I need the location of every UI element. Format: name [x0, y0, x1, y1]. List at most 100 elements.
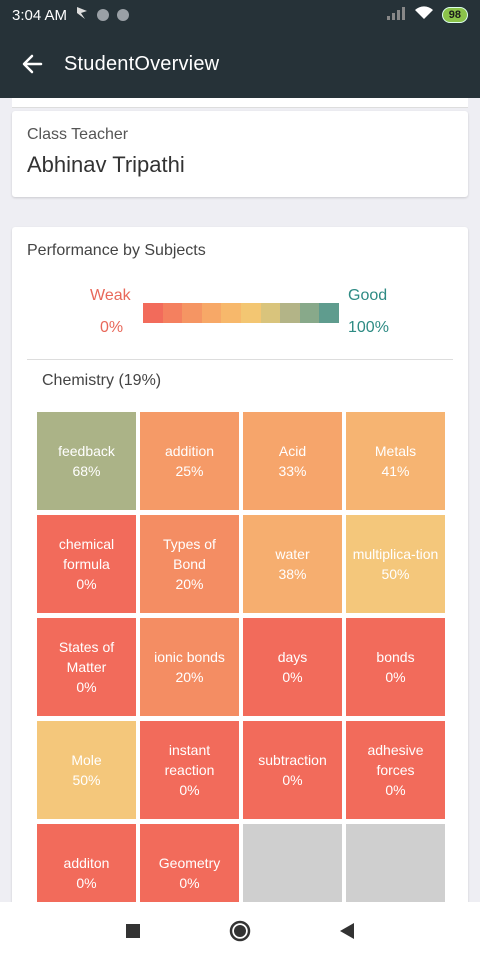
- topic-tile[interactable]: States of Matter 0%: [37, 618, 136, 716]
- notification-dot-icon: [117, 9, 130, 21]
- legend-good-label: Good: [348, 287, 388, 304]
- arrow-left-icon: [22, 54, 43, 74]
- performance-title: Performance by Subjects: [27, 242, 206, 259]
- topic-name: Types of Bond: [163, 536, 216, 572]
- topic-percent: 0%: [385, 669, 406, 685]
- previous-card-edge: [12, 98, 468, 108]
- legend-good-percent: 100%: [348, 319, 389, 336]
- legend-weak-label: Weak: [90, 287, 131, 304]
- topic-tile[interactable]: multiplica-tion 50%: [346, 515, 445, 613]
- topic-tile[interactable]: Types of Bond 20%: [140, 515, 239, 613]
- notification-flag-icon: [75, 6, 89, 24]
- status-bar: 3:04 AM 98: [0, 0, 480, 30]
- topic-tile[interactable]: adhesive forces 0%: [346, 721, 445, 819]
- legend-color-swatch: [143, 303, 163, 323]
- subject-title: Chemistry (19%): [42, 372, 162, 389]
- topic-name: Metals: [374, 443, 417, 459]
- topic-name: water: [275, 546, 310, 562]
- class-teacher-label: Class Teacher: [27, 126, 129, 143]
- topic-percent: 50%: [381, 566, 410, 582]
- legend-color-swatch: [182, 303, 202, 323]
- circle-icon: [229, 920, 251, 942]
- topic-percent: 0%: [282, 669, 303, 685]
- legend-color-swatch: [201, 303, 222, 323]
- notification-dot-icon: [97, 9, 110, 21]
- performance-card: Performance by Subjects Weak 0% Good 100…: [12, 227, 468, 902]
- legend-color-swatch: [260, 303, 281, 323]
- topic-tile[interactable]: addition 25%: [140, 412, 239, 510]
- topic-percent: 38%: [278, 566, 307, 582]
- legend-weak-percent: 0%: [100, 319, 124, 336]
- divider: [27, 359, 453, 360]
- topic-tile[interactable]: Geometry 0%: [140, 824, 239, 902]
- topic-percent: 0%: [179, 875, 200, 891]
- class-teacher-card: Class Teacher Abhinav Tripathi: [12, 111, 468, 197]
- legend-color-swatch: [280, 303, 300, 323]
- legend-color-swatch: [162, 303, 183, 323]
- topic-name: instant reaction: [164, 742, 215, 778]
- topic-name: subtraction: [258, 752, 327, 768]
- topic-percent: 41%: [381, 463, 410, 479]
- nav-back-button[interactable]: [327, 911, 367, 951]
- triangle-back-icon: [339, 923, 354, 939]
- battery-icon: 98: [441, 7, 468, 23]
- topic-name: days: [277, 649, 308, 665]
- topic-tile[interactable]: instant reaction 0%: [140, 721, 239, 819]
- topic-percent: 33%: [278, 463, 307, 479]
- topic-percent: 25%: [175, 463, 204, 479]
- topic-percent: 0%: [282, 772, 303, 788]
- topic-tile[interactable]: chemical formula 0%: [37, 515, 136, 613]
- legend-color-swatch: [240, 303, 261, 323]
- topic-heatmap-grid: feedback 68% addition 25% Acid 33% Metals 41% ch…: [37, 412, 445, 902]
- topic-tile-empty: [243, 824, 342, 902]
- back-button[interactable]: [0, 30, 64, 98]
- system-nav-bar: [0, 902, 480, 960]
- topic-name: Mole: [71, 752, 102, 768]
- topic-name: bonds: [376, 649, 415, 665]
- topic-name: addition: [164, 443, 215, 459]
- topic-name: multiplica-tion: [352, 546, 439, 562]
- topic-percent: 68%: [72, 463, 101, 479]
- topic-percent: 0%: [76, 679, 97, 695]
- topic-percent: 20%: [175, 576, 204, 592]
- legend-color-scale: [143, 303, 339, 323]
- topic-name: Geometry: [158, 855, 221, 871]
- topic-tile[interactable]: Metals 41%: [346, 412, 445, 510]
- scroll-content[interactable]: Class Teacher Abhinav Tripathi Performan…: [0, 98, 480, 902]
- status-time: 3:04 AM: [12, 6, 68, 24]
- topic-percent: 0%: [76, 875, 97, 891]
- app-bar: StudentOverview: [0, 30, 480, 98]
- topic-percent: 50%: [72, 772, 101, 788]
- topic-tile-empty: [346, 824, 445, 902]
- topic-percent: 0%: [179, 782, 200, 798]
- topic-percent: 20%: [175, 669, 204, 685]
- topic-name: Acid: [278, 443, 307, 459]
- topic-name: ionic bonds: [154, 649, 225, 665]
- topic-tile[interactable]: Acid 33%: [243, 412, 342, 510]
- topic-tile[interactable]: feedback 68%: [37, 412, 136, 510]
- wifi-icon: [414, 5, 434, 25]
- topic-tile[interactable]: additon 0%: [37, 824, 136, 902]
- legend-color-swatch: [299, 303, 320, 323]
- topic-tile[interactable]: water 38%: [243, 515, 342, 613]
- legend-color-swatch: [319, 303, 339, 323]
- home-button[interactable]: [220, 911, 260, 951]
- topic-percent: 0%: [385, 782, 406, 798]
- topic-tile[interactable]: days 0%: [243, 618, 342, 716]
- topic-tile[interactable]: bonds 0%: [346, 618, 445, 716]
- legend-color-swatch: [221, 303, 241, 323]
- status-right: 98: [386, 5, 468, 25]
- signal-icon: [386, 6, 406, 24]
- topic-tile[interactable]: Mole 50%: [37, 721, 136, 819]
- recents-button[interactable]: [113, 911, 153, 951]
- topic-name: chemical formula: [58, 536, 115, 572]
- topic-name: feedback: [58, 443, 115, 459]
- class-teacher-name: Abhinav Tripathi: [27, 152, 185, 177]
- topic-name: additon: [63, 855, 110, 871]
- topic-name: States of Matter: [58, 639, 115, 675]
- topic-percent: 0%: [76, 576, 97, 592]
- topic-tile[interactable]: subtraction 0%: [243, 721, 342, 819]
- topic-name: adhesive forces: [367, 742, 424, 778]
- page-title: StudentOverview: [64, 52, 220, 75]
- topic-tile[interactable]: ionic bonds 20%: [140, 618, 239, 716]
